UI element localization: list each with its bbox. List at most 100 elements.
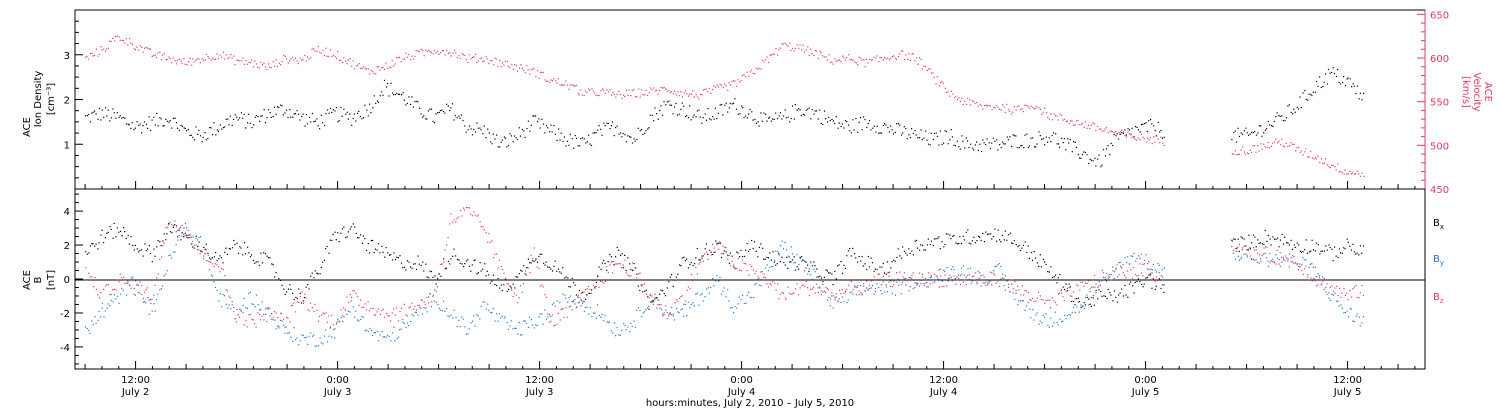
data-point-By: [532, 324, 534, 326]
data-point-Bx: [520, 269, 522, 271]
data-point-Bz: [1106, 272, 1108, 274]
data-point-By: [983, 276, 985, 278]
data-point-velocity: [537, 70, 539, 72]
data-point-density: [1249, 133, 1251, 135]
data-point-velocity: [311, 48, 313, 50]
data-point-Bx: [838, 264, 840, 266]
data-point-Bx: [322, 261, 324, 263]
data-point-density: [1275, 116, 1277, 118]
data-point-Bx: [236, 242, 238, 244]
data-point-By: [1027, 302, 1029, 304]
data-point-velocity: [136, 46, 138, 48]
data-point-density: [970, 143, 972, 145]
data-point-velocity: [358, 63, 360, 65]
data-point-Bx: [125, 237, 127, 239]
data-point-Bx: [136, 248, 138, 250]
data-point-density: [496, 134, 498, 136]
data-point-velocity: [1080, 123, 1082, 126]
data-point-Bz: [259, 314, 261, 316]
data-point-By: [352, 306, 354, 308]
data-point-velocity: [336, 58, 338, 60]
data-point-Bx: [553, 265, 555, 267]
data-point-By: [929, 276, 931, 279]
data-point-Bx: [329, 239, 331, 241]
data-point-velocity: [720, 84, 723, 87]
data-point-By: [501, 315, 503, 317]
data-point-velocity: [1039, 108, 1042, 110]
data-point-Bx: [648, 308, 650, 310]
data-point-velocity: [1018, 105, 1020, 107]
data-point-Bz: [760, 271, 762, 273]
data-point-Bx: [1075, 298, 1078, 300]
data-point-By: [947, 277, 949, 279]
data-point-density: [169, 120, 171, 122]
data-point-Bz: [686, 289, 688, 291]
data-point-velocity: [942, 82, 944, 84]
data-point-density: [616, 125, 618, 127]
data-point-Bz: [722, 245, 724, 247]
data-point-By: [1240, 258, 1242, 260]
data-point-Bx: [692, 264, 694, 267]
data-point-By: [1340, 304, 1342, 306]
data-point-By: [302, 334, 304, 337]
data-point-By: [988, 280, 990, 282]
data-point-density: [1160, 129, 1162, 132]
data-point-density: [988, 142, 990, 144]
data-point-Bz: [600, 280, 602, 282]
data-point-velocity: [181, 62, 183, 64]
data-point-velocity: [112, 37, 114, 39]
data-point-density: [1119, 133, 1121, 135]
data-point-velocity: [1157, 138, 1159, 140]
data-point-By: [994, 265, 996, 268]
data-point-Bx: [224, 251, 226, 253]
data-point-velocity: [345, 60, 347, 62]
data-point-density: [1039, 135, 1041, 137]
data-point-density: [221, 128, 223, 130]
data-point-density: [563, 136, 565, 138]
data-point-Bz: [397, 320, 400, 322]
data-point-Bz: [322, 312, 324, 314]
data-point-Bx: [524, 273, 526, 275]
data-point-density: [1083, 151, 1085, 153]
data-point-Bz: [794, 288, 796, 290]
data-point-Bz: [889, 286, 892, 288]
data-point-density: [1342, 81, 1344, 84]
data-point-By: [741, 294, 744, 296]
data-point-Bx: [328, 252, 330, 254]
data-point-velocity: [1107, 132, 1109, 134]
data-point-By: [849, 292, 851, 294]
data-point-density: [113, 112, 115, 114]
data-point-density: [799, 109, 801, 111]
data-point-By: [538, 316, 540, 318]
data-point-density: [289, 108, 291, 111]
data-point-density: [328, 112, 330, 114]
data-point-By: [210, 274, 212, 276]
data-point-Bx: [1152, 278, 1154, 280]
data-point-Bx: [1114, 290, 1116, 292]
data-point-By: [769, 266, 771, 268]
data-point-Bz: [390, 320, 392, 322]
data-point-Bz: [480, 225, 482, 228]
data-point-density: [1296, 106, 1298, 109]
data-point-By: [615, 335, 617, 337]
data-point-Bx: [1125, 294, 1127, 296]
data-point-Bz: [446, 244, 448, 246]
data-point-velocity: [842, 55, 844, 57]
data-point-velocity: [1257, 144, 1259, 147]
data-point-density: [976, 141, 978, 143]
data-point-Bz: [1042, 299, 1044, 301]
data-point-density: [1317, 85, 1319, 87]
data-point-density: [91, 112, 93, 114]
data-point-By: [92, 323, 94, 325]
data-point-density: [491, 143, 493, 145]
data-point-density: [402, 92, 404, 94]
data-point-Bz: [455, 221, 457, 223]
data-point-Bx: [752, 247, 754, 250]
data-point-By: [924, 277, 926, 279]
data-point-density: [923, 137, 925, 139]
data-point-velocity: [840, 60, 842, 62]
data-point-density: [546, 125, 548, 127]
data-point-Bx: [978, 235, 980, 237]
data-point-Bz: [1030, 299, 1032, 301]
data-point-By: [753, 296, 755, 298]
